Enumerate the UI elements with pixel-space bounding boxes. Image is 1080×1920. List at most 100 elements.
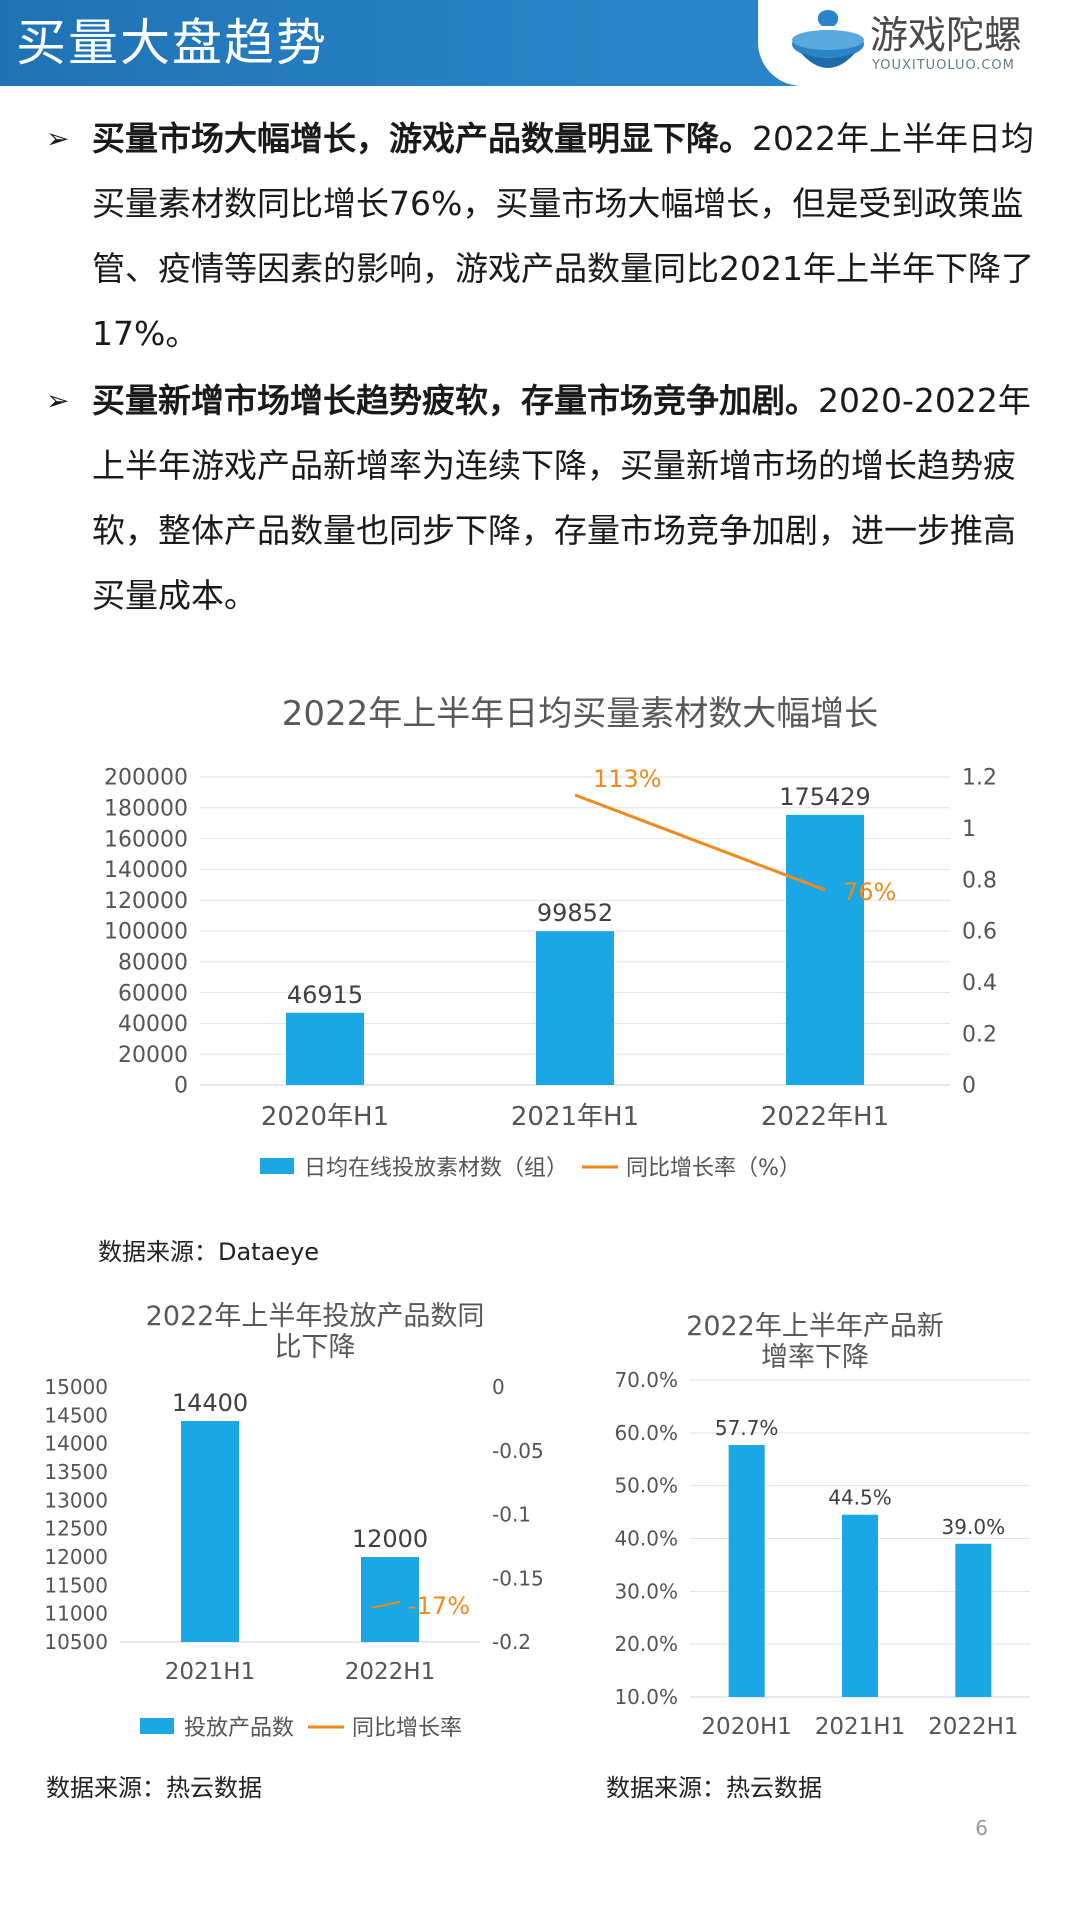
chart-title: 2022年上半年日均买量素材数大幅增长 bbox=[282, 694, 879, 734]
y-axis-tick-label: 30.0% bbox=[614, 1579, 678, 1603]
y-axis-tick-label: 120000 bbox=[104, 889, 188, 914]
data-source-right: 数据来源：热云数据 bbox=[606, 1774, 822, 1802]
x-axis-category-label: 2021年H1 bbox=[511, 1102, 639, 1132]
y-axis-tick-label: 0 bbox=[174, 1074, 188, 1099]
bullet-item: ➢ 买量新增市场增长趋势疲软，存量市场竞争加剧。2020-2022年上半年游戏产… bbox=[46, 368, 1036, 628]
bar-data-label: 14400 bbox=[172, 1389, 248, 1417]
bar-data-label: 39.0% bbox=[942, 1515, 1006, 1539]
bar-data-label: 44.5% bbox=[828, 1486, 892, 1510]
y2-axis-tick-label: 0.2 bbox=[962, 1022, 997, 1047]
series-line bbox=[371, 1600, 401, 1609]
y2-axis-tick-label: 0 bbox=[962, 1074, 976, 1099]
y-axis-tick-label: 13000 bbox=[44, 1488, 108, 1512]
y-axis-tick-label: 200000 bbox=[104, 766, 188, 791]
line-data-label: 113% bbox=[593, 765, 662, 793]
data-source-left: 数据来源：热云数据 bbox=[46, 1774, 262, 1802]
y-axis-tick-label: 40000 bbox=[118, 1012, 188, 1037]
bullet-bold-text: 买量市场大幅增长，游戏产品数量明显下降。 bbox=[92, 119, 752, 158]
x-axis-category-label: 2020年H1 bbox=[261, 1102, 389, 1132]
chart-title: 增率下降 bbox=[761, 1342, 869, 1373]
legend-label: 同比增长率（%） bbox=[626, 1156, 801, 1181]
y-axis-tick-label: 100000 bbox=[104, 920, 188, 945]
y-axis-tick-label: 14000 bbox=[44, 1432, 108, 1456]
x-axis-category-label: 2021H1 bbox=[165, 1659, 255, 1685]
chart-title: 2022年上半年投放产品数同 bbox=[146, 1301, 485, 1332]
y-axis-tick-label: 11500 bbox=[44, 1573, 108, 1597]
logo: 游戏陀螺 YOUXITUOLUO.COM bbox=[758, 0, 1080, 86]
y-axis-tick-label: 60.0% bbox=[614, 1421, 678, 1445]
y2-axis-tick-label: -0.05 bbox=[492, 1439, 544, 1463]
y-axis-tick-label: 12500 bbox=[44, 1517, 108, 1541]
bullet-item: ➢ 买量市场大幅增长，游戏产品数量明显下降。2022年上半年日均买量素材数同比增… bbox=[46, 106, 1036, 366]
logo-text: 游戏陀螺 bbox=[870, 13, 1023, 57]
x-axis-category-label: 2022年H1 bbox=[761, 1102, 889, 1132]
page-title: 买量大盘趋势 bbox=[16, 14, 328, 72]
bar-data-label: 12000 bbox=[352, 1525, 428, 1553]
x-axis-category-label: 2021H1 bbox=[815, 1714, 905, 1740]
data-source-main: 数据来源：Dataeye bbox=[98, 1238, 320, 1266]
header-bar: 买量大盘趋势 游戏陀螺 YOUXITUOLUO.COM bbox=[0, 0, 1080, 86]
chart-title: 比下降 bbox=[275, 1332, 356, 1363]
y-axis-tick-label: 10.0% bbox=[614, 1685, 678, 1709]
legend-label: 日均在线投放素材数（组） bbox=[304, 1156, 568, 1181]
page-number: 6 bbox=[975, 1816, 988, 1840]
y2-axis-tick-label: 0.6 bbox=[962, 920, 997, 945]
bar-data-label: 175429 bbox=[779, 783, 871, 811]
y-axis-tick-label: 60000 bbox=[118, 981, 188, 1006]
y2-axis-tick-label: -0.15 bbox=[492, 1566, 544, 1590]
y-axis-tick-label: 20.0% bbox=[614, 1632, 678, 1656]
y2-axis-tick-label: 1.2 bbox=[962, 766, 997, 791]
legend-swatch bbox=[140, 1718, 174, 1734]
chart-daily-materials: 2022年上半年日均买量素材数大幅增长 0 20000 40000 60000 80000… bbox=[104, 694, 997, 1181]
y2-axis-tick-label: 0.4 bbox=[962, 971, 997, 996]
y-axis-tick-label: 180000 bbox=[104, 797, 188, 822]
y-axis-tick-label: 50.0% bbox=[614, 1474, 678, 1498]
y-axis-tick-label: 13500 bbox=[44, 1460, 108, 1484]
bullet-list: ➢ 买量市场大幅增长，游戏产品数量明显下降。2022年上半年日均买量素材数同比增… bbox=[46, 106, 1036, 630]
bar bbox=[536, 931, 614, 1085]
x-axis-category-label: 2022H1 bbox=[345, 1659, 435, 1685]
y-axis-tick-label: 140000 bbox=[104, 858, 188, 883]
y-axis-tick-label: 70.0% bbox=[614, 1368, 678, 1392]
bullet-body-text: 2020-2022年上半年游戏产品新增率为连续下降，买量新增市场的增长趋势疲软，… bbox=[92, 381, 1031, 615]
spinning-top-logo-icon bbox=[792, 10, 864, 68]
bar bbox=[286, 1012, 364, 1085]
line-data-label: 76% bbox=[843, 878, 896, 906]
arrow-bullet-icon: ➢ bbox=[46, 122, 70, 155]
bullet-body-text: 2022年上半年日均买量素材数同比增长76%，买量市场大幅增长，但是受到政策监管… bbox=[92, 119, 1034, 353]
chart-title: 2022年上半年产品新 bbox=[686, 1311, 944, 1342]
bar bbox=[728, 1444, 765, 1697]
series-line bbox=[574, 793, 826, 892]
y-axis-tick-label: 40.0% bbox=[614, 1527, 678, 1551]
legend-label: 同比增长率 bbox=[352, 1716, 462, 1741]
bar bbox=[361, 1557, 419, 1642]
x-axis-category-label: 2020H1 bbox=[701, 1714, 791, 1740]
bar-data-label: 46915 bbox=[287, 981, 363, 1009]
x-axis-category-label: 2022H1 bbox=[928, 1714, 1018, 1740]
legend-swatch bbox=[260, 1158, 294, 1174]
y-axis-tick-label: 15000 bbox=[44, 1375, 108, 1399]
y-axis-tick-label: 20000 bbox=[118, 1043, 188, 1068]
logo-subtext: YOUXITUOLUO.COM bbox=[872, 58, 1015, 73]
y-axis-tick-label: 10500 bbox=[44, 1630, 108, 1654]
y2-axis-tick-label: -0.1 bbox=[492, 1503, 531, 1527]
y-axis-tick-label: 80000 bbox=[118, 951, 188, 976]
bar bbox=[181, 1421, 239, 1642]
bar bbox=[842, 1514, 878, 1697]
y2-axis-tick-label: 1 bbox=[962, 817, 976, 842]
y-axis-tick-label: 14500 bbox=[44, 1403, 108, 1427]
bar-data-label: 99852 bbox=[537, 899, 613, 927]
line-data-label: -17% bbox=[408, 1592, 470, 1620]
bar bbox=[955, 1543, 992, 1697]
y-axis-tick-label: 160000 bbox=[104, 827, 188, 852]
legend-label: 投放产品数 bbox=[184, 1716, 294, 1741]
bar-data-label: 57.7% bbox=[715, 1416, 779, 1440]
y2-axis-tick-label: -0.2 bbox=[492, 1630, 531, 1654]
y-axis-tick-label: 12000 bbox=[44, 1545, 108, 1569]
bullet-bold-text: 买量新增市场增长趋势疲软，存量市场竞争加剧。 bbox=[92, 381, 818, 420]
y2-axis-tick-label: 0 bbox=[492, 1375, 505, 1399]
arrow-bullet-icon: ➢ bbox=[46, 384, 70, 417]
bar bbox=[786, 814, 864, 1085]
